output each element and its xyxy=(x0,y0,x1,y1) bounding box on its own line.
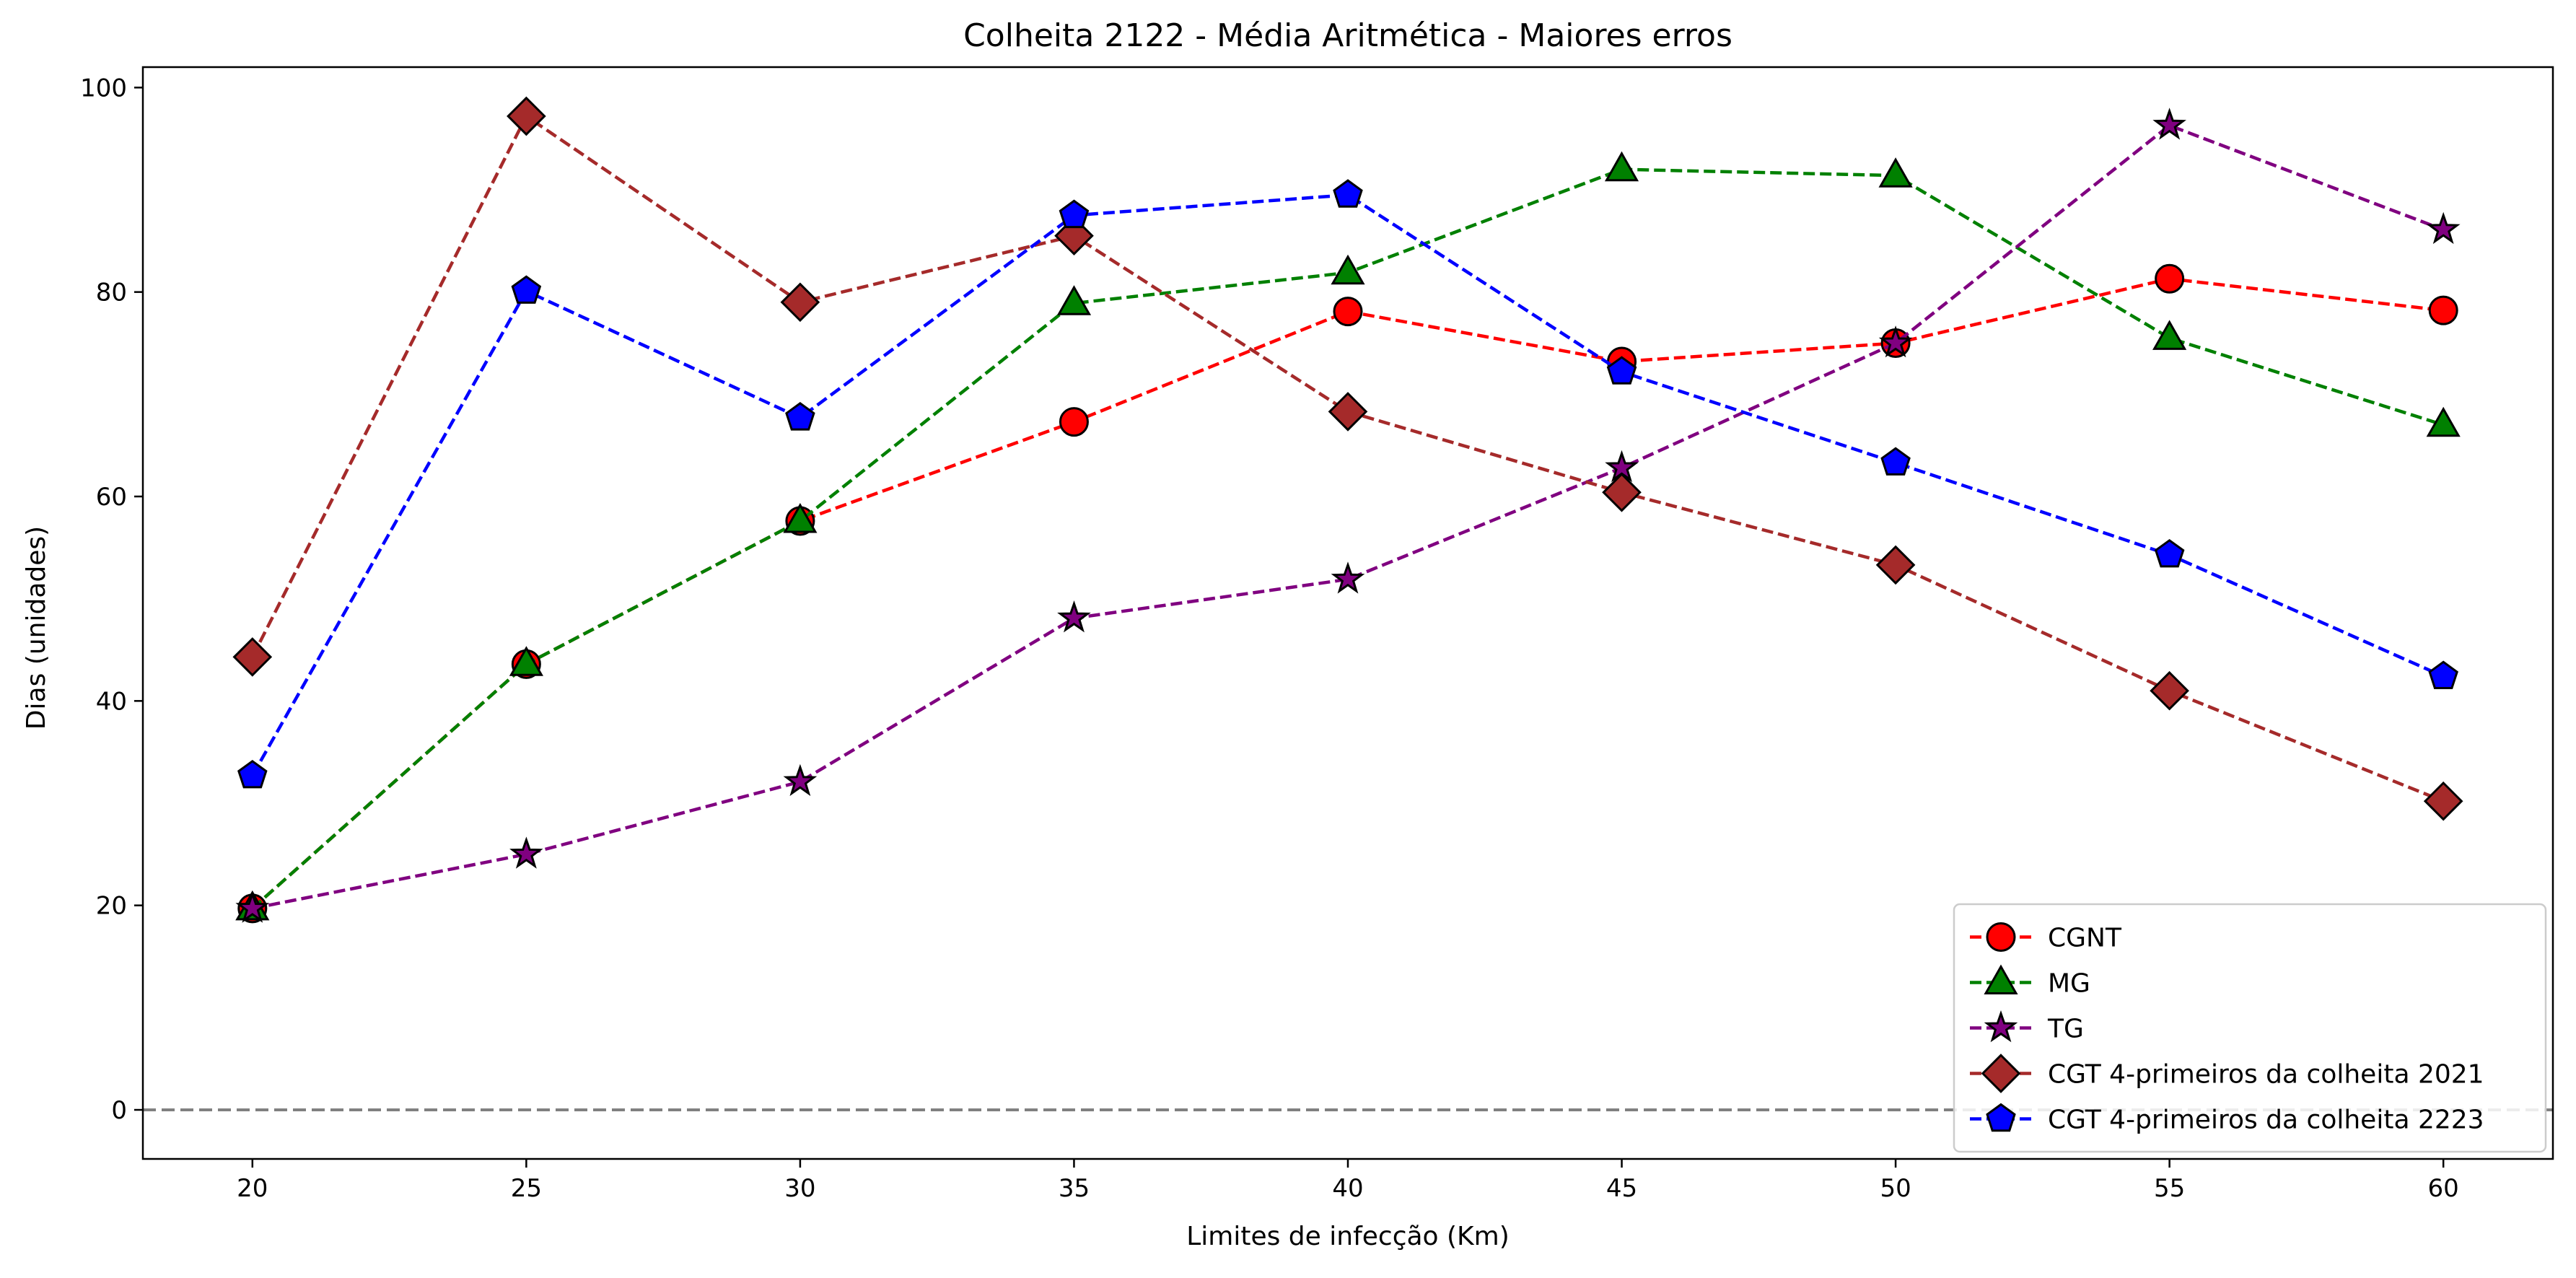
data-point xyxy=(783,502,818,533)
y-tick-label: 60 xyxy=(96,483,127,512)
data-point xyxy=(2155,263,2185,294)
data-point xyxy=(780,282,820,323)
legend-marker-swatch xyxy=(1984,964,2018,994)
x-tick-label: 55 xyxy=(2154,1174,2185,1203)
data-point xyxy=(1057,600,1091,633)
x-tick-label: 60 xyxy=(2428,1174,2459,1203)
legend-item: CGT 4-primeiros da colheita 2223 xyxy=(1970,1103,2484,1135)
data-point xyxy=(2150,670,2189,711)
data-point xyxy=(2428,295,2458,325)
x-tick-label: 35 xyxy=(1059,1174,1090,1203)
data-point xyxy=(2152,320,2187,350)
plot-area: 20 25 30 35 40 45 50 55 60 0 20 40 60 80 100 xyxy=(80,66,2554,1203)
data-point xyxy=(1333,179,1363,208)
legend-label: CGT 4-primeiros da colheita 2021 xyxy=(2048,1060,2484,1090)
data-point xyxy=(2426,211,2461,245)
data-point xyxy=(232,637,273,677)
legend-label: MG xyxy=(2048,969,2090,999)
legend-item: CGNT xyxy=(1970,922,2122,953)
data-point xyxy=(1331,254,1365,285)
legend-marker-swatch xyxy=(1981,1054,2021,1093)
data-point xyxy=(509,836,543,869)
legend-marker-swatch xyxy=(1984,1010,2018,1043)
x-tick-label: 40 xyxy=(1332,1174,1363,1203)
series-line xyxy=(252,123,2445,911)
data-point xyxy=(1054,216,1094,256)
x-axis-label: Limites de infecção (Km) xyxy=(1186,1222,1510,1251)
data-point xyxy=(1059,199,1090,229)
x-tick-label: 30 xyxy=(784,1174,815,1203)
data-point xyxy=(783,763,818,797)
data-point xyxy=(1056,285,1092,315)
series-3 xyxy=(232,96,2463,821)
data-point xyxy=(511,275,542,304)
data-point xyxy=(1878,157,1913,188)
data-point xyxy=(1880,447,1911,476)
data-point xyxy=(785,402,815,431)
x-tick-label: 50 xyxy=(1880,1174,1911,1203)
legend-box xyxy=(1953,903,2547,1153)
series-line xyxy=(250,193,2445,776)
legend-item: MG xyxy=(1970,964,2090,999)
data-point xyxy=(1604,151,1639,182)
data-point xyxy=(1878,325,1913,358)
legend-label: CGNT xyxy=(2048,924,2122,953)
data-point xyxy=(2426,406,2461,437)
y-tick-label: 40 xyxy=(96,687,127,716)
x-tick-label: 45 xyxy=(1606,1174,1637,1203)
legend: CGNT MG TG CGT 4-primeiros da colheita 2021… xyxy=(1953,903,2547,1153)
legend-label: TG xyxy=(2047,1015,2084,1044)
legend-item: CGT 4-primeiros da colheita 2021 xyxy=(1970,1054,2484,1093)
legend-item: TG xyxy=(1970,1010,2084,1044)
data-point xyxy=(2154,538,2185,568)
y-tick-label: 0 xyxy=(111,1096,127,1125)
y-tick-label: 100 xyxy=(80,74,127,102)
x-tick-label: 25 xyxy=(511,1174,542,1203)
data-point xyxy=(507,96,546,136)
data-point xyxy=(2423,781,2463,821)
y-tick-label: 80 xyxy=(96,279,127,307)
data-point xyxy=(237,759,268,789)
data-point xyxy=(235,890,270,923)
data-point xyxy=(1059,407,1089,437)
data-point xyxy=(2428,660,2458,689)
y-axis-label: Dias (unidades) xyxy=(22,526,51,730)
legend-marker-swatch xyxy=(1986,1103,2016,1132)
data-point xyxy=(1331,561,1365,594)
x-tick-label: 20 xyxy=(237,1174,268,1203)
series-4 xyxy=(237,179,2458,789)
data-point xyxy=(1333,297,1363,327)
legend-label: CGT 4-primeiros da colheita 2223 xyxy=(2048,1106,2484,1135)
data-point xyxy=(1606,356,1637,385)
data-point xyxy=(1328,392,1368,432)
chart-title: Colheita 2122 - Média Aritmética - Maior… xyxy=(963,17,1732,54)
data-point xyxy=(2152,108,2186,140)
data-point xyxy=(509,646,543,676)
y-tick-label: 20 xyxy=(96,892,127,921)
legend-marker-swatch xyxy=(1986,922,2016,952)
data-point xyxy=(1602,472,1642,512)
series-2 xyxy=(235,108,2461,923)
data-point xyxy=(1875,545,1916,585)
